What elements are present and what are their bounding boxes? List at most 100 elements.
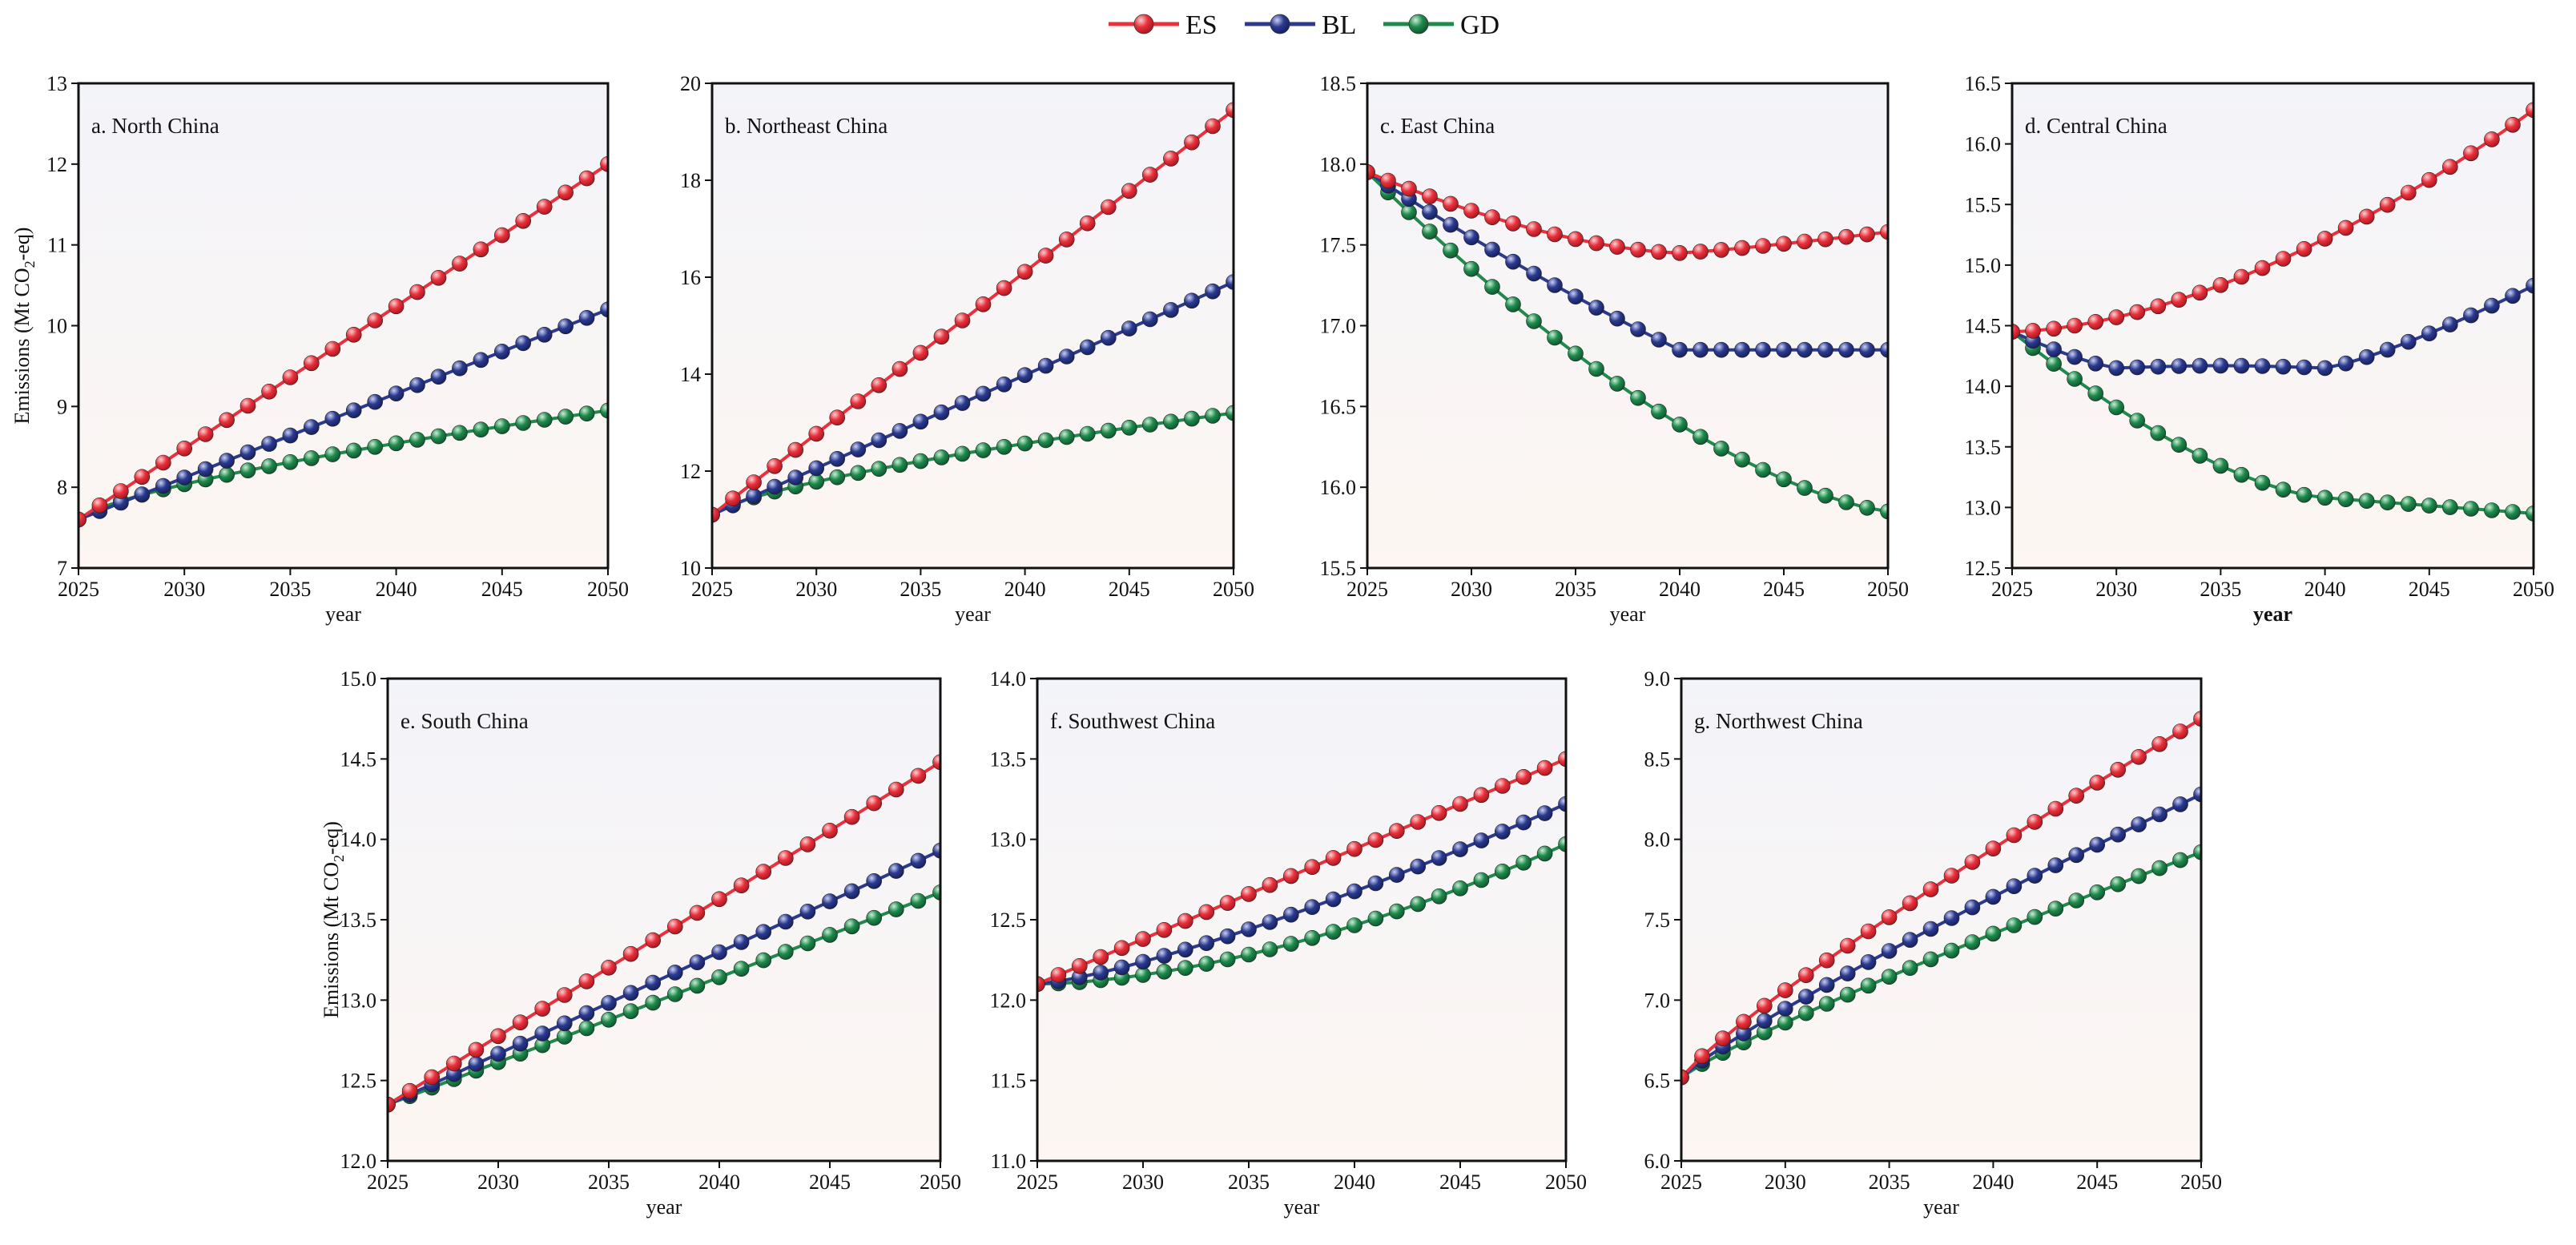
data-point-es	[1443, 195, 1459, 212]
data-point-es	[1079, 215, 1096, 232]
data-point-gd	[556, 1029, 573, 1045]
data-point-es	[1401, 180, 1417, 197]
y-tick-label: 7.5	[1644, 909, 1671, 932]
data-point-es	[1037, 976, 1045, 993]
y-tick-label: 15.5	[1320, 557, 1357, 580]
data-point-bl	[2171, 358, 2188, 374]
data-point-es	[2012, 324, 2020, 340]
data-point-es	[2337, 220, 2354, 236]
data-point-gd	[1777, 1014, 1793, 1031]
data-point-gd	[239, 462, 256, 479]
data-point-gd	[2067, 371, 2083, 387]
x-tick-label: 2025	[691, 578, 733, 601]
data-point-gd	[910, 892, 927, 909]
data-point-bl	[2006, 878, 2023, 894]
data-point-gd	[2379, 494, 2396, 511]
data-point-gd	[2316, 490, 2333, 506]
data-point-bl	[1547, 277, 1563, 293]
data-point-gd	[578, 1020, 595, 1037]
data-point-bl	[1880, 341, 1888, 358]
data-point-gd	[452, 425, 468, 441]
data-point-bl	[2316, 360, 2333, 377]
panel-1: 7 8 9 10 11 12 13 2025 2030 2035 2040 2045 2050 year E…	[10, 72, 629, 626]
series-bl	[1037, 796, 1566, 993]
x-tick-label: 2025	[1991, 578, 2033, 601]
data-point-gd	[1283, 936, 1299, 952]
data-point-bl	[1495, 824, 1511, 840]
legend-item-bl: BL	[1245, 10, 1356, 40]
data-point-es	[1422, 188, 1438, 204]
data-point-es	[1568, 231, 1584, 248]
panels: 7 8 9 10 11 12 13 2025 2030 2035 2040 2045 2050 year E…	[10, 72, 2554, 1219]
data-point-gd	[2358, 493, 2375, 510]
y-tick-label: 12.5	[1965, 557, 2002, 580]
data-point-es	[1547, 226, 1563, 243]
data-point-bl	[733, 934, 750, 950]
data-point-gd	[219, 466, 235, 483]
data-point-bl	[892, 423, 908, 439]
data-point-gd	[282, 453, 299, 470]
y-tick-label: 11.5	[990, 1070, 1026, 1093]
data-point-es	[2089, 775, 2105, 791]
data-point-es	[1505, 216, 1521, 232]
data-point-gd	[808, 473, 825, 490]
x-tick-label: 2040	[1004, 578, 1046, 601]
y-tick-label: 17.5	[1320, 234, 1357, 257]
x-tick-label: 2045	[1763, 578, 1805, 601]
y-tick-label: 14.0	[1965, 375, 2002, 398]
data-point-es	[2193, 711, 2201, 727]
data-point-gd	[1241, 946, 1257, 963]
x-axis-label: year	[1284, 1195, 1320, 1219]
data-point-es	[1964, 854, 1981, 870]
data-point-es	[2401, 184, 2417, 201]
data-point-bl	[2401, 333, 2417, 350]
data-point-bl	[711, 944, 727, 961]
data-point-gd	[1219, 951, 1236, 968]
data-point-bl	[1443, 216, 1459, 233]
y-tick-label: 6.5	[1644, 1070, 1671, 1093]
data-point-gd	[1198, 956, 1214, 972]
data-point-es	[1881, 909, 1898, 925]
data-point-es	[1177, 913, 1193, 929]
data-point-bl	[1473, 832, 1490, 848]
data-point-gd	[1943, 942, 1960, 959]
data-point-gd	[409, 432, 425, 448]
data-point-gd	[1121, 419, 1137, 436]
data-point-bl	[536, 326, 553, 343]
data-point-bl	[1713, 341, 1729, 358]
data-point-bl	[1505, 253, 1521, 270]
data-point-bl	[1568, 288, 1584, 305]
data-point-gd	[1177, 960, 1193, 976]
y-tick-label: 15.0	[340, 667, 377, 691]
data-point-gd	[1495, 864, 1511, 880]
data-point-bl	[2358, 349, 2375, 365]
data-point-bl	[645, 974, 662, 991]
data-point-es	[557, 184, 574, 201]
plot-background	[78, 83, 608, 568]
data-point-es	[2110, 761, 2126, 778]
data-point-es	[1262, 876, 1278, 893]
data-point-bl	[1093, 965, 1109, 981]
x-tick-label: 2045	[2076, 1170, 2118, 1194]
data-point-es	[155, 454, 171, 471]
data-point-gd	[2192, 448, 2208, 464]
data-point-bl	[996, 376, 1012, 393]
data-point-bl	[1672, 341, 1688, 358]
data-point-gd	[2087, 385, 2103, 401]
data-point-bl	[2089, 836, 2105, 853]
y-tick-label: 16	[680, 266, 701, 289]
data-point-es	[1757, 997, 1773, 1014]
data-point-bl	[430, 369, 447, 385]
x-tick-label: 2030	[2095, 578, 2137, 601]
data-point-gd	[622, 1003, 639, 1019]
data-point-es	[888, 781, 904, 798]
series-bl	[2012, 277, 2534, 377]
data-point-bl	[1515, 814, 1532, 831]
y-tick-label: 7	[57, 557, 67, 580]
x-tick-label: 2025	[1660, 1170, 1702, 1194]
data-point-es	[409, 284, 425, 300]
data-point-es	[1101, 199, 1117, 216]
data-point-bl	[512, 1035, 529, 1052]
data-point-gd	[578, 405, 595, 422]
y-tick-label: 12	[680, 460, 701, 483]
